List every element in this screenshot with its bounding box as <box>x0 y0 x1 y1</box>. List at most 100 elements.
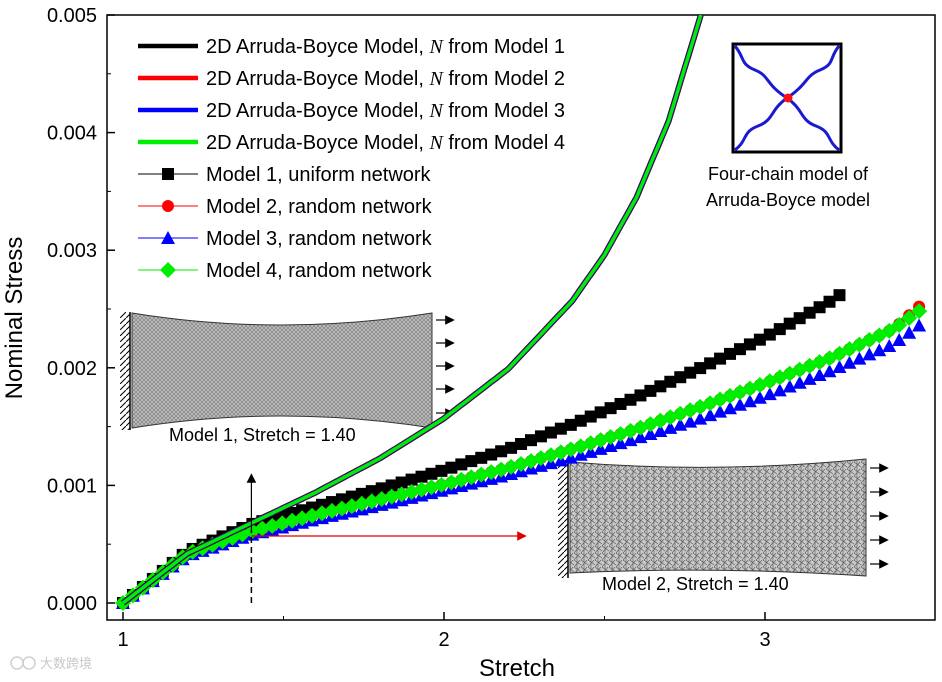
x-tick-label: 1 <box>117 629 128 651</box>
data-point <box>684 366 697 379</box>
data-point <box>832 360 847 374</box>
data-point <box>901 310 918 327</box>
data-point <box>693 411 708 425</box>
data-point <box>713 404 728 418</box>
data-point <box>892 333 907 347</box>
inset-model1-caption: Model 1, Stretch = 1.40 <box>169 425 356 445</box>
y-tick-label: 0.003 <box>47 240 97 262</box>
data-point <box>813 301 826 314</box>
data-point <box>325 496 338 509</box>
legend-marker <box>161 231 175 244</box>
data-point <box>753 333 766 346</box>
legend-label: Model 1, uniform network <box>206 164 432 186</box>
data-point <box>564 418 577 431</box>
data-point <box>703 408 718 422</box>
data-point <box>425 467 438 480</box>
data-point <box>365 485 378 498</box>
data-point <box>882 339 897 353</box>
data-point <box>385 479 398 492</box>
data-point <box>644 384 657 397</box>
data-point <box>732 397 747 411</box>
data-point <box>435 464 448 477</box>
data-point <box>762 387 777 401</box>
legend-item: 2D Arruda-Boyce Model, N from Model 2 <box>138 68 565 90</box>
data-point <box>723 401 738 415</box>
data-point <box>724 347 737 360</box>
y-tick-label: 0.002 <box>47 358 97 380</box>
data-point <box>614 397 627 410</box>
inset-model2: Model 2, Stretch = 1.40 <box>558 458 889 594</box>
legend-item: 2D Arruda-Boyce Model, N from Model 4 <box>138 132 565 154</box>
data-point <box>763 328 776 341</box>
data-point <box>842 355 857 369</box>
data-point <box>742 394 757 408</box>
inset-model2-caption: Model 2, Stretch = 1.40 <box>602 574 789 594</box>
data-point <box>505 441 518 454</box>
data-point <box>445 461 458 474</box>
data-point <box>544 426 557 439</box>
data-point <box>355 487 368 500</box>
watermark-text: 大数跨境 <box>40 657 92 672</box>
data-point <box>574 414 587 427</box>
legend-item: 2D Arruda-Boyce Model, N from Model 3 <box>138 100 565 122</box>
data-point <box>604 402 617 415</box>
data-point <box>594 406 607 419</box>
legend-marker <box>160 262 176 278</box>
data-point <box>752 390 767 404</box>
x-tick-label: 2 <box>438 629 449 651</box>
legend-label: Model 3, random network <box>206 228 433 250</box>
data-point <box>822 364 837 378</box>
four-chain-caption-line1: Four-chain model of <box>708 164 869 184</box>
x-tick-label: 3 <box>759 629 770 651</box>
data-point <box>714 352 727 365</box>
data-point <box>415 470 428 483</box>
data-point <box>634 389 647 402</box>
axis-ticks <box>107 14 766 620</box>
four-chain-caption-line2: Arruda-Boyce model <box>706 190 870 210</box>
data-point <box>793 312 806 325</box>
y-tick-label: 0.001 <box>47 475 97 497</box>
data-point <box>792 375 807 389</box>
data-point <box>733 343 746 356</box>
data-point <box>554 422 567 435</box>
data-point <box>833 289 846 302</box>
series-curve-model4 <box>121 15 703 605</box>
data-point <box>395 476 408 489</box>
data-point <box>495 445 508 458</box>
data-point <box>584 410 597 423</box>
data-point <box>823 295 836 308</box>
axis-tick-labels: 1 2 3 0.000 0.001 0.002 0.003 0.004 0.005 <box>47 5 771 651</box>
data-point <box>515 438 528 451</box>
data-point <box>891 316 908 333</box>
legend-label: Model 2, random network <box>206 196 433 218</box>
y-tick-label: 0.005 <box>47 5 97 27</box>
data-point <box>485 448 498 461</box>
y-tick-label: 0.000 <box>47 593 97 615</box>
data-point <box>743 338 756 351</box>
data-point <box>694 362 707 375</box>
legend-marker <box>162 168 174 180</box>
legend-label: Model 4, random network <box>206 260 433 282</box>
legend-item: Model 3, random network <box>138 228 433 250</box>
data-point <box>902 325 917 339</box>
data-point <box>534 430 547 443</box>
x-axis-title: Stretch <box>479 655 555 682</box>
inset-model1: Model 1, Stretch = 1.40 <box>120 312 455 445</box>
data-point <box>654 380 667 393</box>
data-point <box>475 451 488 464</box>
legend-label: 2D Arruda-Boyce Model, N from Model 4 <box>206 132 565 154</box>
data-point <box>465 455 478 468</box>
data-point <box>345 490 358 503</box>
legend-label: 2D Arruda-Boyce Model, N from Model 2 <box>206 68 565 90</box>
legend: 2D Arruda-Boyce Model, N from Model 1 2D … <box>138 36 565 282</box>
data-point <box>524 434 537 447</box>
y-axis-title: Nominal Stress <box>1 237 28 400</box>
data-point <box>674 371 687 384</box>
legend-item: Model 4, random network <box>138 260 433 282</box>
data-point <box>455 458 468 471</box>
legend-marker <box>162 200 174 212</box>
stretch-marker <box>246 473 527 603</box>
legend-item: Model 1, uniform network <box>138 164 432 186</box>
data-point <box>704 357 717 370</box>
